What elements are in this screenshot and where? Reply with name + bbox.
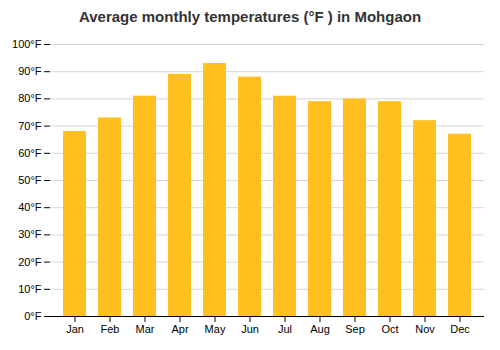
svg-text:Sep: Sep: [345, 323, 365, 335]
svg-text:Oct: Oct: [381, 323, 398, 335]
svg-text:Apr: Apr: [171, 323, 188, 335]
svg-text:30°F: 30°F: [18, 228, 42, 240]
svg-text:Jun: Jun: [241, 323, 259, 335]
svg-text:50°F: 50°F: [18, 174, 42, 186]
svg-text:Jul: Jul: [278, 323, 292, 335]
svg-text:Nov: Nov: [415, 323, 435, 335]
svg-text:70°F: 70°F: [18, 120, 42, 132]
svg-text:20°F: 20°F: [18, 256, 42, 268]
svg-text:40°F: 40°F: [18, 201, 42, 213]
svg-text:0°F: 0°F: [24, 310, 42, 322]
svg-text:Dec: Dec: [450, 323, 470, 335]
svg-text:Mar: Mar: [136, 323, 155, 335]
svg-text:80°F: 80°F: [18, 92, 42, 104]
svg-text:Feb: Feb: [101, 323, 120, 335]
svg-text:100°F: 100°F: [12, 38, 42, 50]
svg-text:10°F: 10°F: [18, 283, 42, 295]
svg-text:90°F: 90°F: [18, 65, 42, 77]
svg-text:Aug: Aug: [310, 323, 330, 335]
svg-text:60°F: 60°F: [18, 147, 42, 159]
html-text:Average monthly temperatures (: Average monthly temperatures (°F ) in Mo…: [78, 8, 422, 25]
svg-text:May: May: [205, 323, 226, 335]
svg-text:Jan: Jan: [66, 323, 84, 335]
